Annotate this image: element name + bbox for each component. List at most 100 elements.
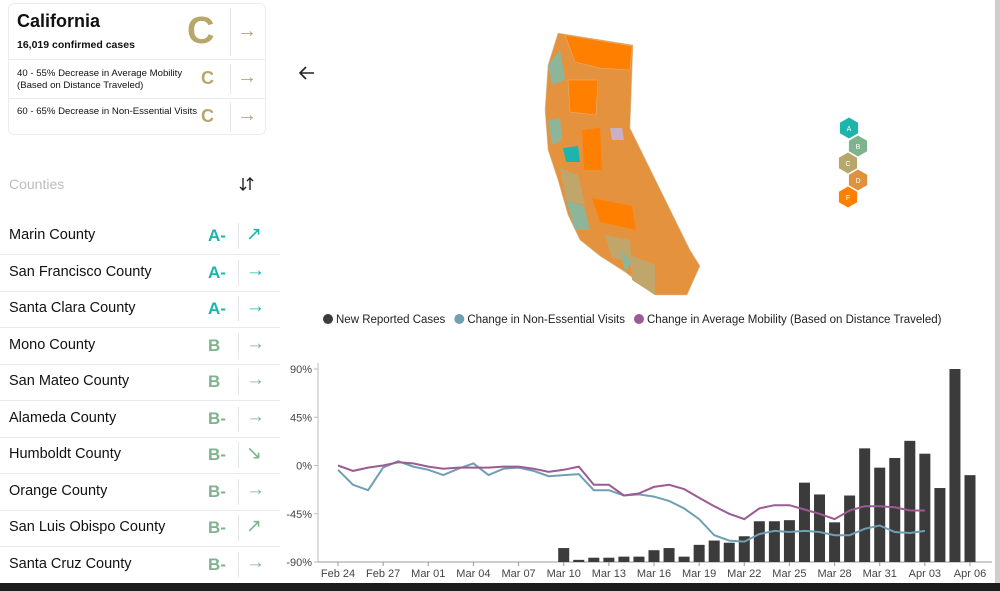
state-card[interactable]: California 16,019 confirmed cases C → 40… [8, 3, 266, 135]
state-cases: 16,019 confirmed cases [17, 39, 135, 51]
legend-hexagon [848, 169, 868, 191]
legend-grade: A [847, 126, 852, 133]
county-grade: B- [208, 481, 226, 501]
divider [0, 473, 280, 474]
taskbar [0, 583, 1000, 591]
x-tick-label: Apr 03 [909, 568, 941, 580]
county-grade: B- [208, 518, 226, 537]
state-grade: C [187, 10, 215, 52]
county-name: San Francisco County [9, 263, 152, 280]
legend-marker [454, 314, 465, 324]
bar [693, 544, 705, 562]
legend-hexagon [838, 152, 858, 174]
county-grade: A- [208, 226, 226, 245]
legend-label: Change in Non-Essential Visits [467, 314, 625, 326]
county-trend: → [246, 369, 265, 390]
county-trend: ↗ [246, 516, 262, 537]
x-tick-label: Mar 01 [411, 568, 445, 580]
x-tick-label: Mar 19 [682, 568, 716, 580]
bar [663, 548, 675, 562]
county-grade: B [208, 335, 221, 355]
divider [238, 515, 239, 541]
county-name: Santa Clara County [9, 300, 136, 316]
legend-hexagon [838, 186, 858, 208]
divider [0, 509, 280, 511]
divider [0, 546, 280, 547]
bar [633, 556, 645, 562]
x-tick-label: Mar 07 [501, 568, 535, 580]
legend-grade: B [856, 144, 861, 151]
county-name: Marin County [9, 227, 96, 243]
bar [618, 556, 630, 562]
county-trend: → [246, 332, 265, 354]
x-tick-label: Feb 24 [321, 568, 355, 580]
bar [723, 542, 735, 562]
legend-hexagon [848, 135, 868, 157]
divider [0, 363, 280, 365]
county-grade: B- [208, 445, 226, 464]
bar [768, 521, 780, 562]
x-tick-label: Feb 27 [366, 568, 400, 580]
divider [230, 64, 231, 94]
divider [0, 327, 280, 328]
bar [859, 448, 871, 562]
divider [238, 442, 239, 468]
window-edge [995, 0, 1000, 591]
state-name: California [17, 11, 101, 31]
sort-button[interactable] [239, 176, 255, 192]
county-trend: → [246, 478, 265, 500]
bar [648, 550, 660, 562]
y-tick-label: 45% [290, 412, 312, 424]
bar [934, 488, 946, 562]
bar [558, 548, 570, 562]
legend-marker [323, 314, 333, 324]
county-name: Mono County [9, 336, 96, 353]
county-trend: → [246, 259, 265, 281]
county-trend: ↗ [246, 224, 262, 245]
divider [238, 296, 239, 322]
county-name: Orange County [9, 482, 108, 499]
divider [0, 290, 280, 292]
metric-label: 60 - 65% Decrease in Non-Essential Visit… [17, 106, 198, 117]
county-name: Alameda County [9, 409, 117, 426]
x-tick-label: Mar 28 [817, 568, 851, 580]
metric-label: 40 - 55% Decrease in Average Mobility (B… [17, 68, 183, 91]
y-tick-label: -90% [286, 557, 312, 569]
bar [814, 494, 826, 562]
bar [588, 557, 600, 562]
bar [964, 475, 976, 562]
divider [9, 59, 265, 60]
county-grade: B [208, 372, 221, 391]
divider [230, 102, 231, 132]
divider [238, 259, 239, 286]
x-tick-label: Mar 04 [456, 568, 490, 580]
counties-title: Counties [9, 176, 65, 192]
county-name: Humboldt County [9, 446, 122, 462]
x-tick-label: Apr 06 [954, 568, 986, 580]
county-grade: A- [208, 262, 226, 282]
divider [9, 98, 265, 99]
county-grade: B- [208, 554, 226, 574]
x-tick-label: Mar 16 [637, 568, 671, 580]
back-button[interactable] [298, 66, 314, 80]
state-trend: → [237, 20, 257, 42]
divider [238, 332, 239, 359]
divider [0, 400, 280, 401]
legend-grade: C [845, 161, 850, 168]
divider [238, 478, 239, 505]
x-tick-label: Mar 13 [592, 568, 626, 580]
bar [678, 556, 690, 562]
california-map[interactable] [544, 32, 701, 296]
county-grade: A- [208, 299, 226, 318]
bar [708, 540, 720, 562]
divider [238, 223, 239, 249]
divider [0, 436, 280, 438]
divider [238, 405, 239, 432]
bar [738, 536, 750, 562]
x-tick-label: Mar 31 [863, 568, 897, 580]
bar [889, 457, 901, 562]
bar [874, 467, 886, 562]
legend-grade: D [855, 178, 860, 185]
x-tick-label: Mar 22 [727, 568, 761, 580]
